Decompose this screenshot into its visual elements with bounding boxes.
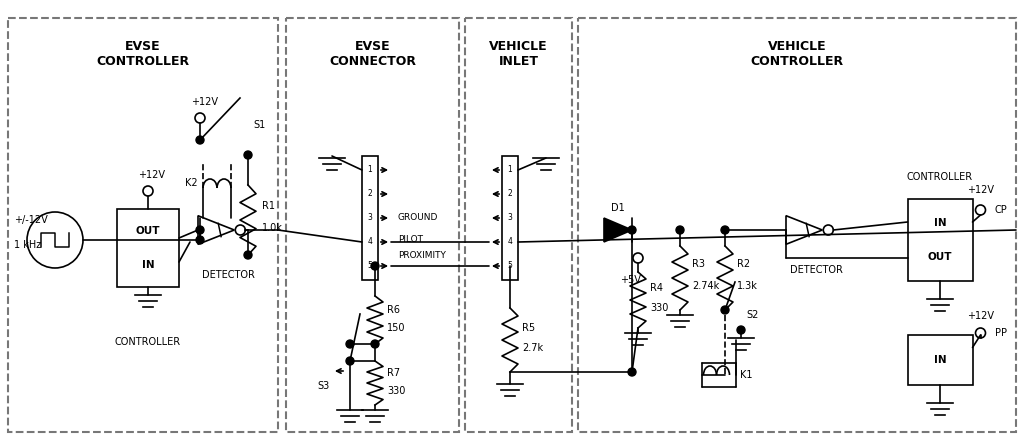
Text: 1: 1: [508, 165, 512, 174]
Text: OUT: OUT: [136, 227, 160, 236]
Circle shape: [196, 226, 204, 234]
Circle shape: [737, 326, 745, 334]
Bar: [362, 156, 378, 280]
Text: K1: K1: [740, 370, 753, 380]
Text: PROXIMITY: PROXIMITY: [398, 252, 445, 260]
Circle shape: [628, 226, 636, 234]
Text: K2: K2: [185, 178, 198, 188]
Text: +12V: +12V: [138, 170, 166, 180]
Text: 4: 4: [508, 238, 512, 247]
Polygon shape: [604, 218, 632, 242]
Circle shape: [676, 226, 684, 234]
Text: CONTROLLER: CONTROLLER: [115, 337, 181, 347]
Circle shape: [346, 357, 354, 365]
Text: 330: 330: [650, 303, 669, 313]
Circle shape: [628, 368, 636, 376]
Text: D1: D1: [611, 203, 625, 213]
Text: CONTROLLER: CONTROLLER: [907, 172, 973, 182]
Text: PP: PP: [994, 328, 1007, 338]
Text: R3: R3: [692, 259, 705, 269]
Circle shape: [371, 340, 379, 348]
Text: R6: R6: [387, 305, 400, 315]
Bar: [907, 199, 973, 281]
Text: R2: R2: [737, 259, 751, 269]
Text: VEHICLE
INLET: VEHICLE INLET: [489, 40, 548, 68]
Text: 3: 3: [508, 214, 512, 223]
Circle shape: [721, 306, 729, 314]
Text: +12V: +12V: [967, 185, 994, 195]
Text: 1.0k: 1.0k: [262, 223, 283, 233]
Text: EVSE
CONTROLLER: EVSE CONTROLLER: [96, 40, 189, 68]
Text: S2: S2: [746, 310, 759, 320]
Circle shape: [244, 151, 252, 159]
Text: IN: IN: [141, 260, 155, 269]
Text: 3: 3: [368, 214, 373, 223]
Text: GROUND: GROUND: [398, 214, 438, 223]
Circle shape: [721, 226, 729, 234]
Bar: [502, 156, 518, 280]
Text: DETECTOR: DETECTOR: [790, 265, 843, 275]
Text: 1 kHz: 1 kHz: [14, 240, 41, 250]
Text: 2: 2: [508, 190, 512, 198]
Text: DETECTOR: DETECTOR: [202, 270, 254, 280]
Text: 5: 5: [368, 261, 373, 271]
Text: 330: 330: [387, 386, 406, 396]
Text: 2: 2: [368, 190, 373, 198]
Text: 150: 150: [387, 323, 406, 333]
Text: +5V: +5V: [620, 275, 640, 285]
Bar: [907, 335, 973, 385]
Text: 4: 4: [368, 238, 373, 247]
Circle shape: [244, 251, 252, 259]
Text: R1: R1: [262, 201, 275, 211]
Circle shape: [346, 340, 354, 348]
Circle shape: [371, 262, 379, 270]
Text: 1: 1: [368, 165, 373, 174]
Text: S1: S1: [253, 120, 265, 130]
Text: PILOT: PILOT: [398, 235, 423, 244]
Circle shape: [196, 236, 204, 244]
Text: 5: 5: [508, 261, 512, 271]
Text: OUT: OUT: [928, 252, 952, 262]
Text: R5: R5: [522, 323, 536, 333]
Text: +12V: +12V: [967, 311, 994, 321]
Circle shape: [196, 136, 204, 144]
Text: VEHICLE
CONTROLLER: VEHICLE CONTROLLER: [751, 40, 844, 68]
Text: 2.74k: 2.74k: [692, 281, 719, 291]
Bar: [117, 209, 179, 287]
Text: R4: R4: [650, 283, 663, 293]
Text: R7: R7: [387, 368, 400, 378]
Text: EVSE
CONNECTOR: EVSE CONNECTOR: [329, 40, 416, 68]
Text: +/-12V: +/-12V: [14, 215, 48, 225]
Text: IN: IN: [934, 355, 946, 365]
Text: 1.3k: 1.3k: [737, 281, 758, 291]
Text: +12V: +12V: [191, 97, 218, 107]
Text: CP: CP: [994, 205, 1008, 215]
Text: IN: IN: [934, 218, 946, 227]
Text: S3: S3: [317, 381, 330, 391]
Text: 2.7k: 2.7k: [522, 343, 543, 353]
